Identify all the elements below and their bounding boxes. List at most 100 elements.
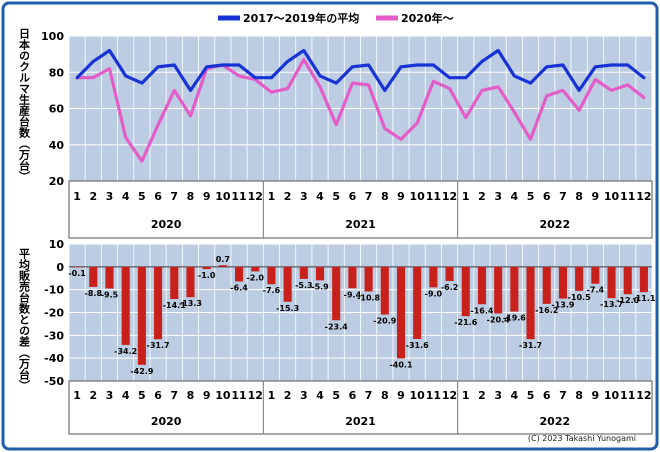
bar-value-label: -8.8 — [85, 289, 103, 298]
month-tick-label: 7 — [559, 190, 567, 203]
bar-value-label: -16.4 — [470, 306, 493, 315]
month-tick-label: 10 — [604, 389, 620, 402]
month-tick-label: 10 — [215, 190, 231, 203]
y-tick-label: -10 — [44, 284, 64, 297]
month-tick-label: 3 — [106, 190, 114, 203]
difference-bar — [558, 266, 567, 299]
month-tick-label: 10 — [410, 190, 426, 203]
bar-value-label: -6.4 — [230, 283, 248, 292]
month-tick-label: 7 — [365, 389, 373, 402]
bar-value-label: -7.6 — [263, 286, 281, 295]
bar-value-label: -11.1 — [632, 294, 655, 303]
month-tick-label: 3 — [300, 389, 308, 402]
difference-bar — [623, 266, 632, 295]
bar-value-label: 0.7 — [216, 255, 230, 264]
month-tick-label: 3 — [494, 190, 502, 203]
month-tick-label: 9 — [397, 190, 405, 203]
year-label: 2020 — [151, 415, 182, 428]
bar-value-label: -21.6 — [454, 318, 477, 327]
y-tick-label: 20 — [49, 175, 65, 188]
month-tick-label: 8 — [381, 389, 389, 402]
difference-bar — [591, 266, 600, 284]
bar-value-label: -20.4 — [487, 315, 510, 324]
difference-bar — [639, 266, 648, 293]
difference-bar — [170, 266, 179, 300]
month-tick-label: 1 — [268, 389, 276, 402]
month-tick-label: 1 — [462, 190, 470, 203]
bar-value-label: -10.5 — [568, 293, 591, 302]
month-tick-label: 4 — [316, 389, 324, 402]
difference-bar — [283, 266, 292, 302]
bar-value-label: -12.0 — [616, 296, 639, 305]
bar-value-label: -5.3 — [295, 281, 313, 290]
year-label: 2021 — [345, 415, 376, 428]
month-tick-label: 12 — [636, 389, 651, 402]
difference-bars — [73, 265, 648, 365]
month-tick-label: 11 — [231, 190, 246, 203]
month-tick-label: 7 — [559, 389, 567, 402]
difference-bar — [445, 266, 454, 281]
difference-bar — [526, 266, 535, 340]
difference-bar — [105, 266, 114, 289]
difference-year-labels: 2020 2021 2022 — [151, 381, 570, 434]
difference-bar — [154, 266, 163, 340]
difference-bar — [89, 266, 98, 287]
difference-bar — [364, 266, 373, 292]
bar-value-label: -20.9 — [373, 317, 396, 326]
month-tick-label: 3 — [494, 389, 502, 402]
month-tick-label: 11 — [231, 389, 246, 402]
bar-value-label: -6.2 — [441, 283, 459, 292]
month-tick-label: 11 — [620, 190, 635, 203]
bar-value-label: -34.2 — [114, 347, 137, 356]
year-label: 2022 — [540, 415, 571, 428]
y-tick-label: -20 — [44, 307, 64, 320]
bar-value-label: -40.1 — [389, 360, 412, 369]
difference-bar — [542, 266, 551, 304]
month-tick-label: 1 — [268, 190, 276, 203]
month-tick-label: 9 — [591, 389, 599, 402]
month-tick-label: 4 — [316, 190, 324, 203]
month-tick-label: 5 — [332, 190, 340, 203]
difference-y-axis-label: 平均販売台数との差（万台） — [18, 248, 32, 391]
difference-y-tick-labels: 10 0 -10 -20 -30 -40 -50 — [44, 238, 64, 388]
bar-value-label: -42.9 — [130, 367, 153, 376]
month-tick-label: 5 — [138, 389, 146, 402]
month-tick-label: 5 — [332, 389, 340, 402]
month-tick-label: 2 — [478, 190, 486, 203]
legend: 2017～2019年の平均 2020年～ — [218, 11, 454, 25]
difference-bar — [510, 266, 519, 312]
difference-month-labels: 1 2 3 4 5 6 7 8 9 10 11 12 1 2 3 4 5 6 7 8 9 10 11 12 1 2 3 4 5 6 7 8 9 1… — [73, 389, 651, 402]
month-tick-label: 10 — [215, 389, 231, 402]
y-tick-label: 40 — [49, 139, 65, 152]
month-tick-label: 9 — [397, 389, 405, 402]
month-tick-label: 4 — [511, 190, 519, 203]
y-tick-label: 0 — [56, 261, 64, 274]
difference-bar — [413, 266, 422, 339]
difference-data-labels: -0.1 -8.8-9.5 -34.2 -42.9 -31.7 -14.1-13.3 -1.… — [68, 255, 656, 376]
year-label: 2020 — [151, 218, 182, 231]
year-label: 2022 — [540, 218, 571, 231]
difference-axes-box — [68, 380, 653, 435]
month-tick-label: 2 — [478, 389, 486, 402]
difference-bar — [186, 266, 195, 298]
month-tick-label: 11 — [620, 389, 635, 402]
month-tick-label: 7 — [170, 389, 178, 402]
month-tick-label: 2 — [284, 190, 292, 203]
month-tick-label: 9 — [591, 190, 599, 203]
difference-bar — [477, 266, 487, 305]
difference-bar — [267, 266, 276, 285]
month-tick-label: 7 — [365, 190, 373, 203]
difference-bar — [251, 266, 260, 272]
month-tick-label: 6 — [543, 190, 551, 203]
month-tick-label: 6 — [154, 190, 162, 203]
month-tick-label: 12 — [248, 190, 263, 203]
month-tick-label: 1 — [73, 389, 81, 402]
month-tick-label: 10 — [604, 190, 620, 203]
difference-bar — [494, 266, 503, 314]
month-tick-label: 12 — [442, 389, 457, 402]
difference-bar — [380, 266, 389, 315]
month-tick-label: 11 — [426, 190, 441, 203]
difference-bar — [137, 266, 146, 365]
month-tick-label: 3 — [106, 389, 114, 402]
